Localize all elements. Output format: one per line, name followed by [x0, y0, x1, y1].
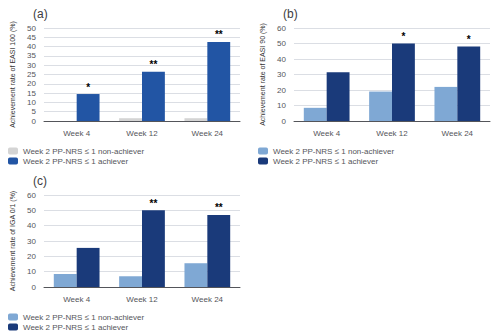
svg-text:40: 40: [27, 42, 36, 51]
svg-text:Week 2 PP-NRS ≤ 1 non-achiever: Week 2 PP-NRS ≤ 1 non-achiever: [273, 147, 395, 156]
svg-text:50: 50: [27, 24, 36, 33]
svg-text:(a): (a): [33, 7, 48, 21]
svg-text:*: *: [401, 31, 405, 42]
svg-text:Achievement rate of IGA 0/1 (%: Achievement rate of IGA 0/1 (%): [9, 191, 17, 291]
svg-text:30: 30: [27, 61, 36, 70]
svg-text:20: 20: [27, 79, 36, 88]
svg-text:60: 60: [27, 191, 36, 200]
svg-text:Week 4: Week 4: [63, 295, 91, 304]
svg-text:40: 40: [277, 55, 286, 64]
svg-text:Week 2 PP-NRS ≤ 1 non-achiever: Week 2 PP-NRS ≤ 1 non-achiever: [23, 147, 145, 156]
svg-text:0: 0: [282, 117, 287, 126]
svg-text:Week 2 PP-NRS ≤ 1 achiever: Week 2 PP-NRS ≤ 1 achiever: [23, 323, 129, 332]
svg-text:**: **: [150, 198, 158, 209]
svg-text:30: 30: [27, 237, 36, 246]
svg-text:Week 12: Week 12: [126, 295, 158, 304]
svg-text:Week 24: Week 24: [192, 295, 224, 304]
svg-text:Week 4: Week 4: [313, 129, 341, 138]
svg-text:0: 0: [32, 283, 37, 292]
svg-text:Week 4: Week 4: [63, 129, 91, 138]
svg-text:**: **: [215, 202, 223, 213]
svg-text:20: 20: [27, 252, 36, 261]
svg-text:**: **: [215, 29, 223, 40]
svg-text:10: 10: [27, 267, 36, 276]
svg-text:*: *: [86, 82, 90, 93]
svg-text:(b): (b): [283, 7, 298, 21]
svg-text:Week 12: Week 12: [376, 129, 408, 138]
svg-text:Achievement rate of EASI 90 (%: Achievement rate of EASI 90 (%): [259, 23, 267, 126]
svg-text:40: 40: [27, 221, 36, 230]
svg-text:10: 10: [27, 98, 36, 107]
svg-text:*: *: [467, 34, 471, 45]
svg-text:Week 2 PP-NRS ≤ 1 achiever: Week 2 PP-NRS ≤ 1 achiever: [273, 157, 379, 166]
svg-text:Week 12: Week 12: [126, 129, 158, 138]
svg-text:60: 60: [277, 24, 286, 33]
svg-text:45: 45: [27, 33, 36, 42]
svg-text:10: 10: [277, 101, 286, 110]
svg-text:5: 5: [32, 107, 37, 116]
svg-text:15: 15: [27, 89, 36, 98]
svg-text:0: 0: [32, 117, 37, 126]
svg-text:50: 50: [277, 39, 286, 48]
svg-text:Week 24: Week 24: [442, 129, 474, 138]
svg-text:(c): (c): [33, 174, 47, 188]
svg-text:Week 2 PP-NRS ≤ 1 achiever: Week 2 PP-NRS ≤ 1 achiever: [23, 157, 129, 166]
svg-text:**: **: [150, 59, 158, 70]
svg-text:50: 50: [27, 206, 36, 215]
svg-text:Achievement rate of EASI 100 (: Achievement rate of EASI 100 (%): [9, 21, 17, 128]
svg-text:25: 25: [27, 70, 36, 79]
svg-text:30: 30: [277, 70, 286, 79]
svg-text:Week 24: Week 24: [192, 129, 224, 138]
svg-text:20: 20: [277, 86, 286, 95]
svg-text:Week 2 PP-NRS ≤ 1 non-achiever: Week 2 PP-NRS ≤ 1 non-achiever: [23, 313, 145, 322]
svg-text:35: 35: [27, 51, 36, 60]
